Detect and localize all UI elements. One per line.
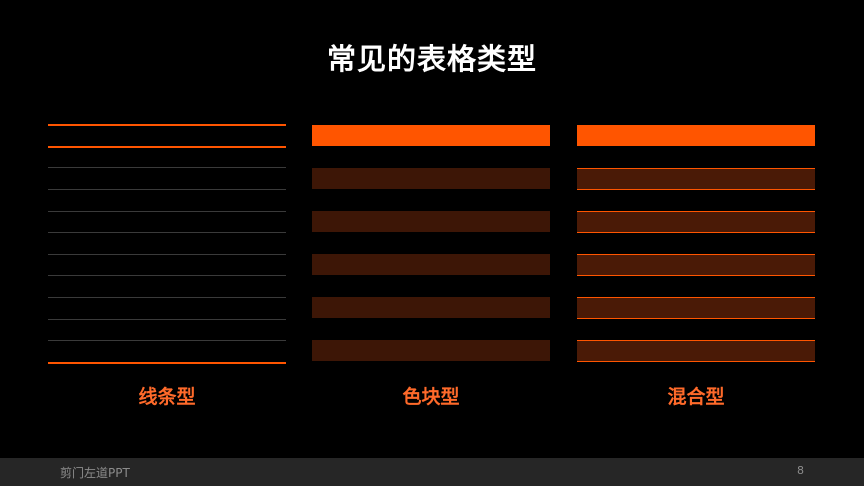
block-style-table [312, 118, 550, 368]
table-line [48, 232, 286, 233]
table-row-block [312, 168, 550, 189]
table-header-block [577, 125, 815, 146]
table-row-mixed [577, 297, 815, 319]
table-line-major [48, 146, 286, 148]
block-style-label: 色块型 [402, 386, 460, 408]
table-line [48, 167, 286, 168]
table-line-major [48, 124, 286, 126]
line-style-table [48, 118, 286, 368]
mixed-style-label: 混合型 [667, 386, 725, 408]
table-line [48, 189, 286, 190]
slide-title: 常见的表格类型 [326, 42, 537, 76]
footer-bar: 剪门左道PPT 8 [0, 458, 864, 486]
table-line [48, 254, 286, 255]
table-row-block [312, 211, 550, 232]
table-line [48, 275, 286, 276]
mixed-style-table [577, 118, 815, 368]
line-style-label: 线条型 [138, 386, 196, 408]
table-row-mixed [577, 340, 815, 362]
page-number: 8 [797, 464, 804, 477]
table-line [48, 319, 286, 320]
table-row-mixed [577, 168, 815, 190]
table-line-major [48, 362, 286, 364]
table-row-mixed [577, 254, 815, 276]
table-row-block [312, 254, 550, 275]
table-row-mixed [577, 211, 815, 233]
footer-brand: 剪门左道PPT [60, 466, 130, 480]
table-header-block [312, 125, 550, 146]
table-line [48, 340, 286, 341]
table-line [48, 211, 286, 212]
table-line [48, 297, 286, 298]
table-row-block [312, 340, 550, 361]
table-row-block [312, 297, 550, 318]
